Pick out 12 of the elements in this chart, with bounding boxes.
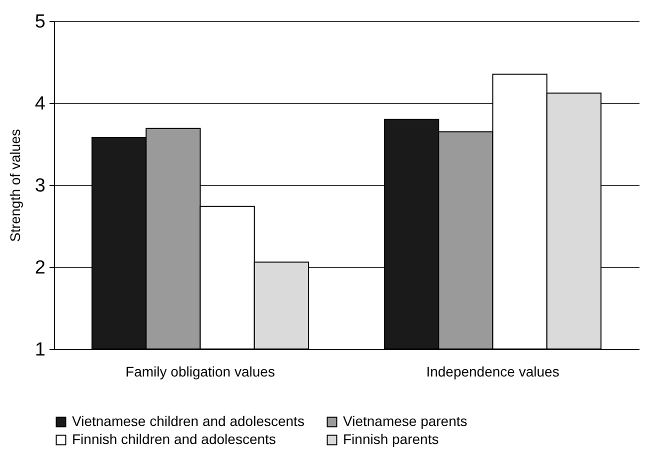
legend-label: Vietnamese parents (343, 413, 468, 429)
y-tick-label: 2 (34, 258, 46, 278)
x-tick-label: Independence values (426, 364, 560, 380)
legend-label: Finnish parents (343, 431, 439, 447)
legend-label: Finnish children and adolescents (72, 431, 276, 447)
y-tick-label: 3 (34, 176, 46, 196)
y-tick-label: 5 (34, 12, 46, 32)
legend-label: Vietnamese children and adolescents (72, 413, 304, 429)
y-axis-title: Strength of values (6, 129, 23, 242)
y-tick-label: 1 (34, 340, 46, 360)
y-tick-label: 4 (34, 94, 46, 114)
x-tick-label: Family obligation values (126, 364, 275, 380)
